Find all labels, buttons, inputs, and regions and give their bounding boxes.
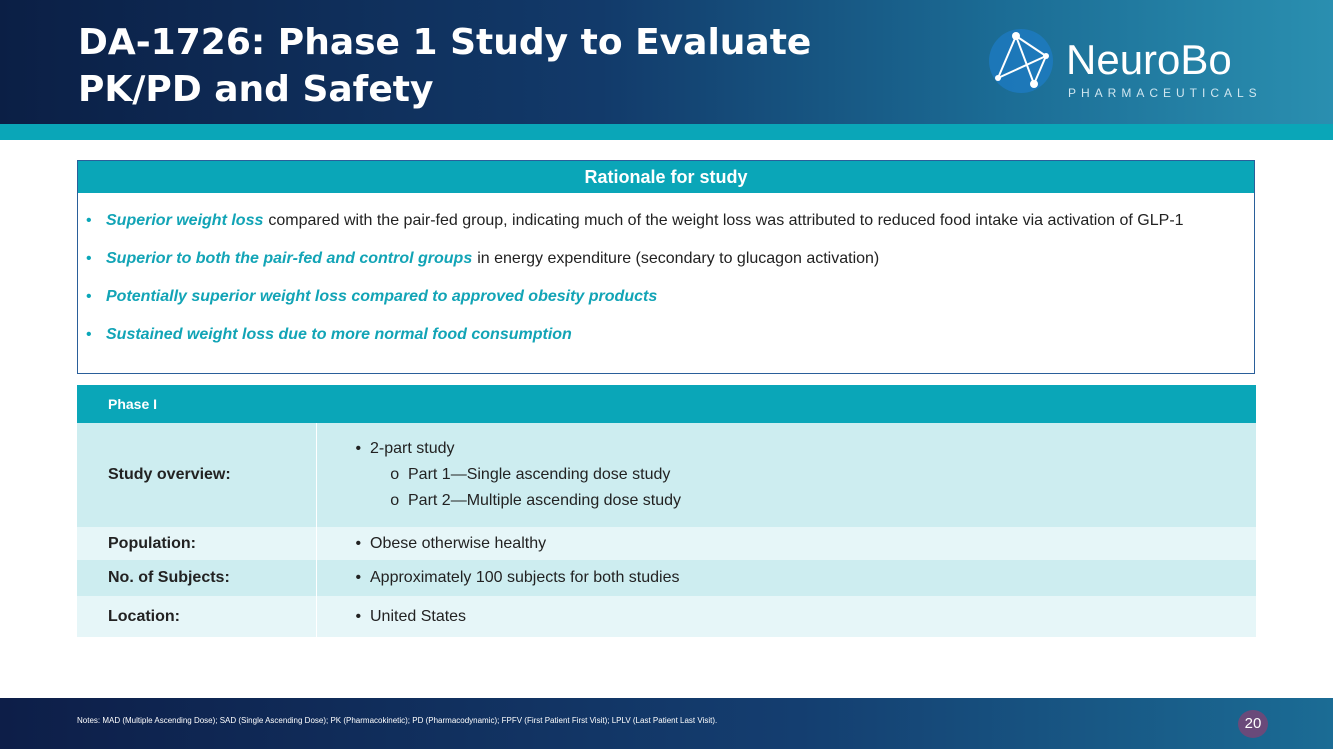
subitem: Part 2—Multiple ascending dose study	[408, 488, 1256, 514]
row-label: Population:	[77, 527, 317, 560]
row-content: 2-part studyPart 1—Single ascending dose…	[316, 423, 1256, 527]
rationale-title: Rationale for study	[78, 161, 1254, 193]
emphasis: Superior to both the pair-fed and contro…	[106, 250, 473, 267]
row-content: Obese otherwise healthy	[316, 527, 1256, 560]
table-row: Study overview:2-part studyPart 1—Single…	[77, 423, 1256, 527]
rationale-box: Rationale for study Superior weight loss…	[77, 160, 1255, 374]
table-row: Population: Obese otherwise healthy	[77, 527, 1256, 560]
table-header: Phase I	[77, 385, 1256, 423]
rationale-item: Potentially superior weight loss compare…	[86, 285, 1234, 309]
row-label: No. of Subjects:	[77, 560, 317, 596]
item-list: Approximately 100 subjects for both stud…	[317, 565, 1256, 591]
item-list: Obese otherwise healthy	[317, 531, 1256, 557]
emphasis: Sustained weight loss due to more normal…	[106, 326, 572, 343]
table-row: No. of Subjects: Approximately 100 subjec…	[77, 560, 1256, 596]
row-label: Location:	[77, 596, 317, 637]
emphasis: Potentially superior weight loss compare…	[106, 288, 658, 305]
item: Approximately 100 subjects for both stud…	[370, 565, 1256, 591]
phase-table: Phase I Study overview:2-part studyPart …	[77, 385, 1256, 637]
item: 2-part study	[370, 436, 1256, 462]
notes: Notes: MAD (Multiple Ascending Dose); SA…	[77, 716, 718, 725]
emphasis: Superior weight loss	[106, 212, 264, 229]
subitem: Part 1—Single ascending dose study	[408, 462, 1256, 488]
row-label: Study overview:	[77, 423, 317, 527]
title: PK/PD and Safety	[78, 69, 434, 110]
rationale-item: Sustained weight loss due to more normal…	[86, 323, 1234, 347]
page-number: 20	[1238, 710, 1268, 738]
band	[0, 124, 1333, 140]
text: in energy expenditure (secondary to gluc…	[477, 250, 880, 267]
item-list: 2-part study	[317, 436, 1256, 462]
title: DA-1726: Phase 1 Study to Evaluate	[78, 22, 812, 63]
row-content: Approximately 100 subjects for both stud…	[316, 560, 1256, 596]
logo-name: NeuroBo	[1066, 36, 1232, 83]
item: United States	[370, 604, 1256, 630]
header: DA-1726: Phase 1 Study to Evaluate PK/PD…	[0, 0, 1333, 124]
logo-icon	[989, 29, 1053, 93]
rationale-item: Superior to both the pair-fed and contro…	[86, 247, 1234, 271]
row-content: United States	[316, 596, 1256, 637]
subitem-list: Part 1—Single ascending dose studyPart 2…	[370, 462, 1256, 514]
item-list: United States	[317, 604, 1256, 630]
footer: Notes: MAD (Multiple Ascending Dose); SA…	[0, 698, 1333, 749]
logo-sub: PHARMACEUTICALS	[1068, 86, 1262, 100]
table-row: Location: United States	[77, 596, 1256, 637]
text: compared with the pair-fed group, indica…	[268, 212, 1184, 229]
item: Obese otherwise healthy	[370, 531, 1256, 557]
